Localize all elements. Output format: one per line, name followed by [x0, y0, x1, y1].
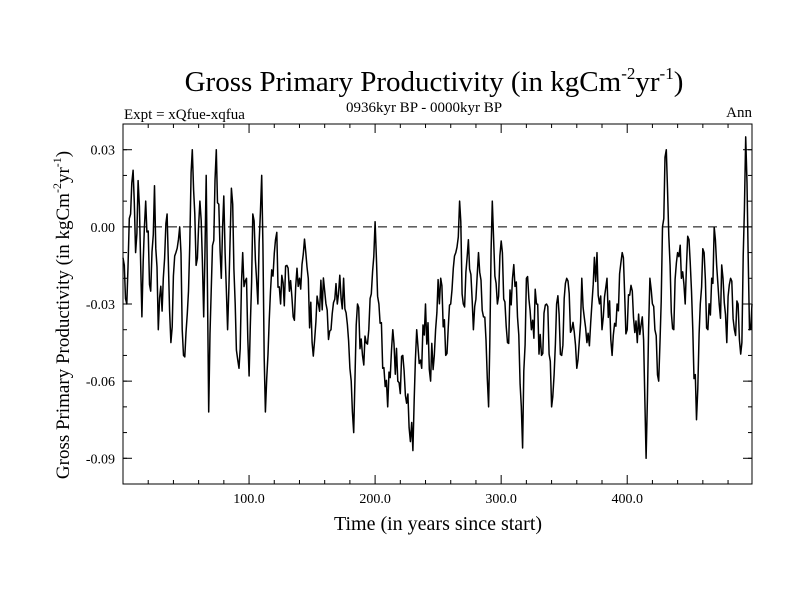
- title-exp-1: -2: [621, 64, 635, 83]
- x-tick-label: 100.0: [233, 492, 265, 507]
- title-end: ): [674, 66, 684, 98]
- title-mid: yr: [635, 66, 660, 98]
- y-tick-label: -0.09: [86, 452, 115, 467]
- ylabel-main: Gross Primary Productivity (in kgCm: [53, 193, 74, 479]
- chart-title: Gross Primary Productivity (in kgCm-2yr-…: [185, 64, 684, 98]
- subtitle-left: Expt = xQfue-xqfua: [124, 107, 245, 123]
- x-tick-label: 300.0: [485, 492, 517, 507]
- plot-frame: [122, 123, 753, 485]
- subtitle-right: Ann: [726, 105, 752, 121]
- subtitle-center: 0936kyr BP - 0000kyr BP: [346, 100, 502, 116]
- ylabel-end: ): [53, 151, 74, 157]
- ylabel-mid: yr: [53, 167, 74, 184]
- y-axis-label: Gross Primary Productivity (in kgCm-2yr-…: [50, 151, 74, 479]
- axis-ticks: 0.03 0.00 -0.03 -0.06 -0.09 100.0 200.0 300.0 40…: [86, 123, 752, 507]
- ylabel-exp-2: -1: [50, 157, 64, 167]
- y-tick-label: 0.03: [91, 144, 116, 159]
- title-main: Gross Primary Productivity (in kgCm: [185, 66, 622, 98]
- y-tick-label: -0.03: [86, 298, 115, 313]
- series-group: [122, 136, 753, 460]
- title-exp-2: -1: [660, 64, 674, 83]
- series-line-0: [122, 136, 753, 460]
- y-tick-label: 0.00: [91, 221, 116, 236]
- x-tick-label: 200.0: [359, 492, 391, 507]
- ylabel-exp-1: -2: [50, 183, 64, 193]
- x-tick-label: 400.0: [611, 492, 643, 507]
- x-axis-label: Time (in years since start): [334, 513, 542, 535]
- y-tick-label: -0.06: [86, 375, 115, 390]
